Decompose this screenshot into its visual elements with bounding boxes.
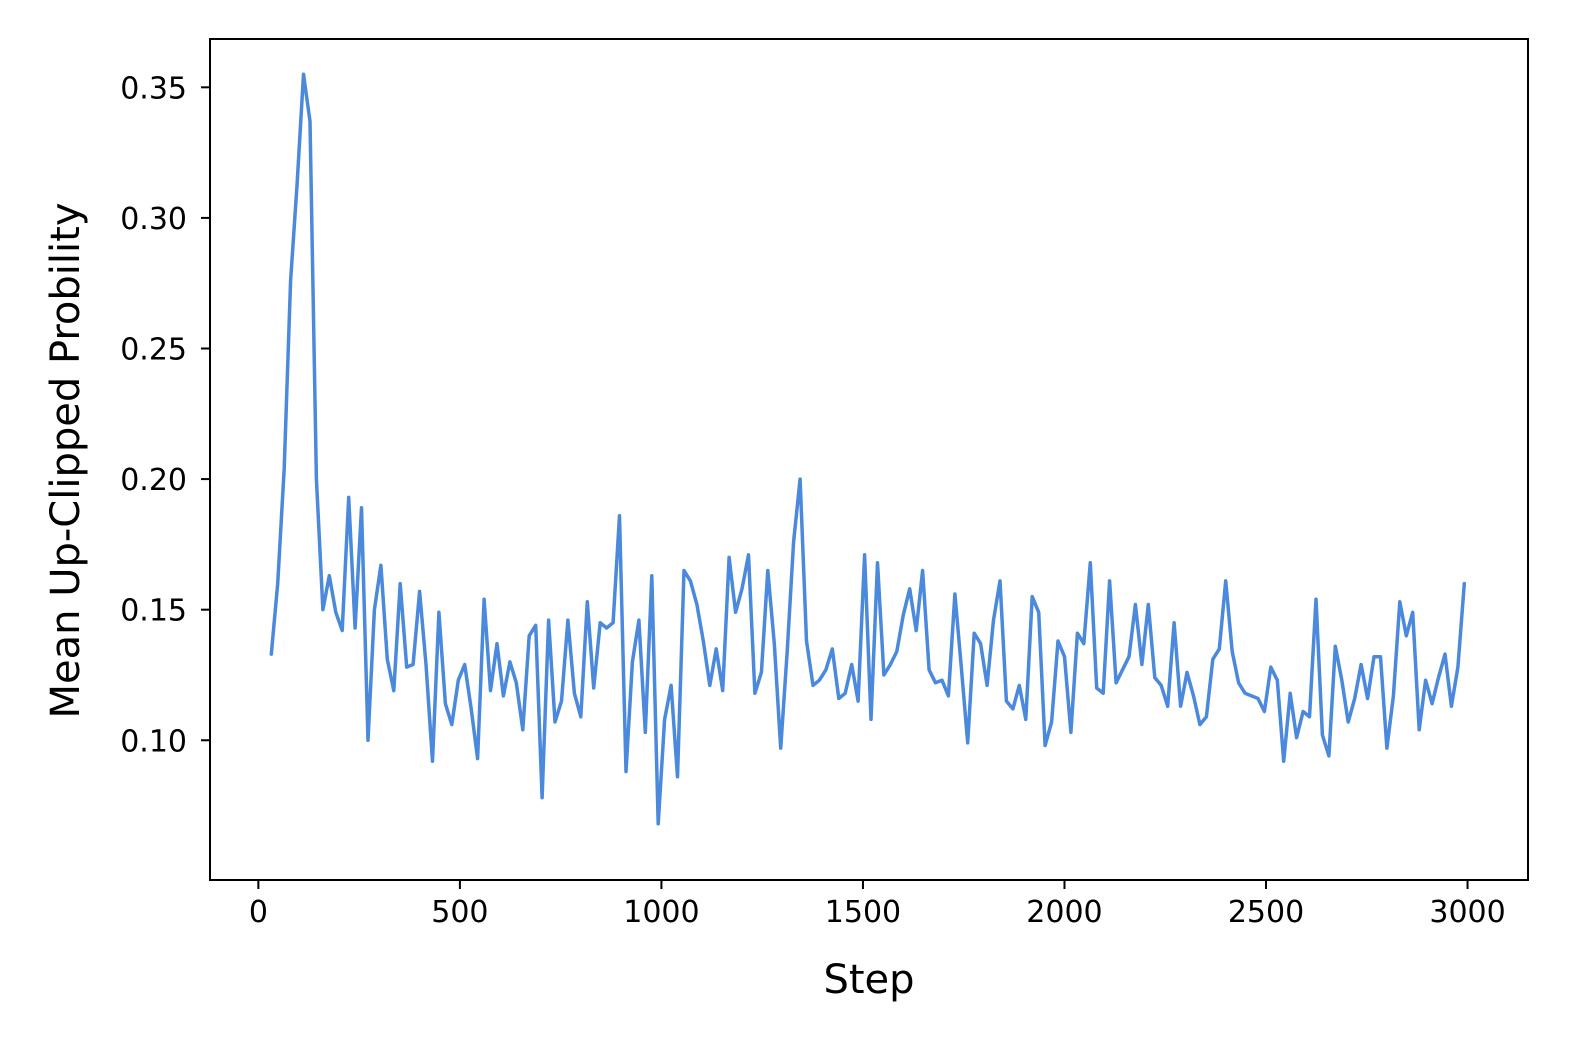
- y-tick-label: 0.35: [120, 71, 187, 106]
- y-tick-label: 0.20: [120, 463, 187, 498]
- x-tick-label: 2500: [1228, 895, 1304, 930]
- y-axis-label: Mean Up-Clipped Probility: [43, 203, 89, 719]
- y-axis: 0.10 0.15 0.20 0.25 0.30 0.35: [120, 71, 210, 759]
- x-tick-label: 500: [431, 895, 488, 930]
- x-tick-label: 0: [249, 895, 268, 930]
- y-tick-label: 0.10: [120, 724, 187, 759]
- series-line: [269, 72, 1467, 826]
- x-tick-label: 3000: [1429, 895, 1505, 930]
- y-tick-label: 0.15: [120, 594, 187, 629]
- y-tick-label: 0.25: [120, 332, 187, 367]
- x-axis: 0 500 1000 1500 2000 2500 3000: [249, 880, 1506, 930]
- plot-frame: [209, 38, 1529, 881]
- x-tick-label: 2000: [1026, 895, 1102, 930]
- y-tick-label: 0.30: [120, 202, 187, 237]
- x-axis-label: Step: [823, 957, 914, 1003]
- x-tick-label: 1000: [623, 895, 699, 930]
- x-tick-label: 1500: [825, 895, 901, 930]
- plot-area: [269, 72, 1467, 826]
